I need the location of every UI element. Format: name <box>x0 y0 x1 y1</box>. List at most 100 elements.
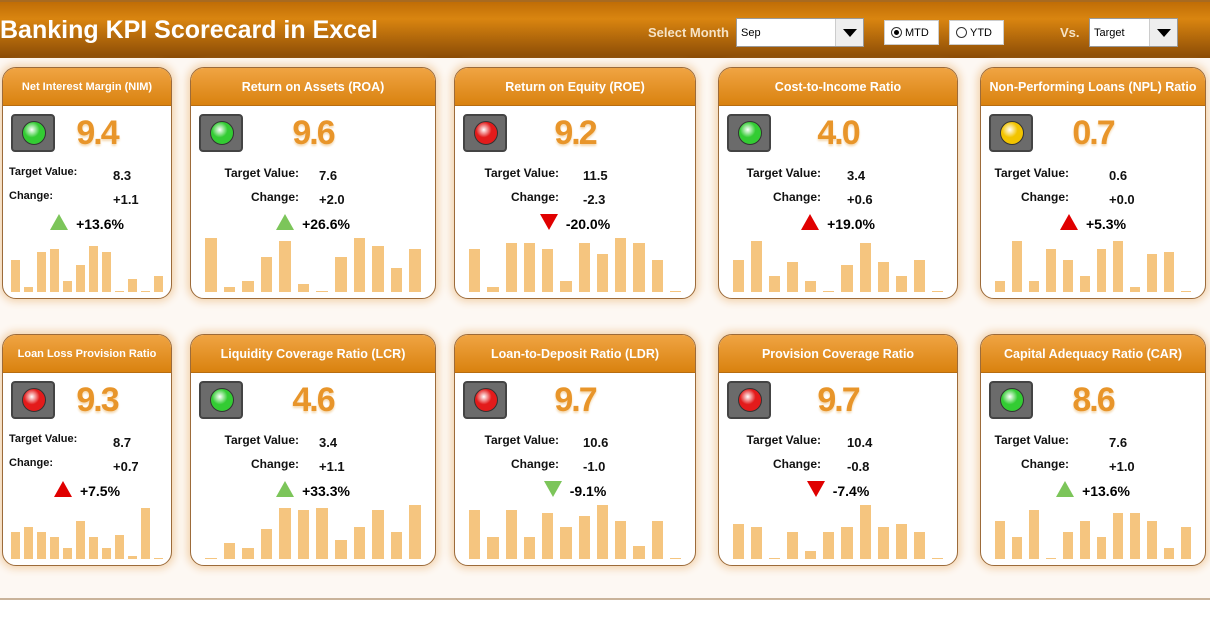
change-value: +0.7 <box>113 459 139 474</box>
trend-bar <box>469 248 481 292</box>
change-percent: +19.0% <box>827 216 875 232</box>
radio-selected-icon <box>891 27 902 38</box>
ytd-radio[interactable]: YTD <box>949 20 1004 45</box>
kpi-card: Net Interest Margin (NIM) 9.4 Target Val… <box>2 67 172 299</box>
kpi-card: Provision Coverage Ratio 9.7 Target Valu… <box>718 334 958 566</box>
vs-select[interactable]: Target <box>1089 18 1178 47</box>
kpi-card: Return on Equity (ROE) 9.2 Target Value:… <box>454 67 696 299</box>
trend-bar <box>335 540 347 559</box>
trend-bar <box>372 246 384 292</box>
trend-bar <box>633 545 645 559</box>
trend-bar <box>751 240 763 292</box>
change-label: Change: <box>511 457 559 471</box>
change-label: Change: <box>251 190 299 204</box>
trend-bar <box>409 248 421 292</box>
change-percent: -9.1% <box>569 483 607 499</box>
trend-chart <box>205 505 421 559</box>
arrow-up-icon <box>801 214 820 230</box>
change-value: +1.0 <box>1109 459 1135 474</box>
change-label: Change: <box>511 190 559 204</box>
trend-bar <box>223 286 236 292</box>
trend-bar <box>995 521 1005 559</box>
trend-bar <box>895 275 907 292</box>
trend-bar <box>913 259 925 292</box>
trend-bar <box>995 281 1005 292</box>
chevron-down-icon[interactable] <box>1149 19 1177 46</box>
change-value: +2.0 <box>319 192 345 207</box>
trend-bar <box>859 505 871 559</box>
change-percent: +33.3% <box>302 483 350 499</box>
trend-bar <box>787 262 799 292</box>
trend-bar <box>823 290 835 292</box>
trend-bar <box>1045 248 1056 292</box>
target-value: 10.4 <box>847 435 873 450</box>
target-value: 10.6 <box>583 435 609 450</box>
change-value: +1.1 <box>113 192 139 207</box>
trend-bar <box>316 290 329 292</box>
trend-bar <box>505 510 517 559</box>
trend-bar <box>841 526 853 559</box>
kpi-value: 9.3 <box>76 381 119 419</box>
trend-bar <box>1011 537 1022 559</box>
trend-bar <box>1096 248 1107 292</box>
trend-bar <box>50 537 59 559</box>
trend-bar <box>279 507 291 559</box>
trend-bar <box>596 505 608 559</box>
mtd-label: MTD <box>905 27 929 39</box>
trend-bar <box>1079 275 1090 292</box>
traffic-light-icon <box>463 381 507 419</box>
target-label: Target Value: <box>224 166 299 180</box>
traffic-light-icon <box>199 114 243 152</box>
month-select[interactable]: Sep <box>736 18 864 47</box>
trend-bar <box>633 243 645 292</box>
trend-bar <box>154 275 163 292</box>
change-percent: +13.6% <box>1082 483 1130 499</box>
mtd-radio[interactable]: MTD <box>884 20 939 45</box>
target-value: 3.4 <box>319 435 338 450</box>
trend-bar <box>63 281 72 292</box>
trend-bar <box>409 505 421 559</box>
trend-bar <box>669 557 681 559</box>
trend-chart <box>733 238 943 292</box>
arrow-up-icon <box>1056 481 1075 497</box>
trend-bar <box>769 275 781 292</box>
trend-bar <box>542 248 554 292</box>
trend-bar <box>651 259 663 292</box>
radio-unselected-icon <box>956 27 967 38</box>
arrow-down-icon <box>539 214 558 230</box>
kpi-value: 9.4 <box>76 114 119 152</box>
kpi-title: Non-Performing Loans (NPL) Ratio <box>981 68 1205 106</box>
trend-bar <box>11 259 20 292</box>
traffic-light-icon <box>199 381 243 419</box>
trend-bar <box>128 556 137 559</box>
trend-bar <box>469 510 481 559</box>
trend-bar <box>669 290 681 292</box>
trend-chart <box>469 238 681 292</box>
kpi-card: Non-Performing Loans (NPL) Ratio 0.7 Tar… <box>980 67 1206 299</box>
kpi-value: 9.7 <box>554 381 597 419</box>
trend-bar <box>841 265 853 292</box>
trend-bar <box>505 243 517 292</box>
change-value: -0.8 <box>847 459 870 474</box>
kpi-card: Capital Adequacy Ratio (CAR) 8.6 Target … <box>980 334 1206 566</box>
trend-bar <box>279 240 291 292</box>
target-label: Target Value: <box>9 166 78 178</box>
trend-bar <box>316 507 329 559</box>
trend-bar <box>751 526 763 559</box>
trend-bar <box>651 521 663 559</box>
traffic-light-icon <box>727 114 771 152</box>
kpi-title: Cost-to-Income Ratio <box>719 68 957 106</box>
trend-bar <box>523 537 535 559</box>
trend-bar <box>102 548 111 559</box>
kpi-card: Loan-to-Deposit Ratio (LDR) 9.7 Target V… <box>454 334 696 566</box>
trend-bar <box>353 526 366 559</box>
arrow-up-icon <box>276 214 295 230</box>
trend-bar <box>487 286 499 292</box>
chevron-down-icon[interactable] <box>835 19 863 46</box>
trend-bar <box>596 254 608 292</box>
change-value: -1.0 <box>583 459 606 474</box>
trend-bar <box>260 529 273 559</box>
trend-bar <box>89 537 98 559</box>
change-label: Change: <box>9 190 53 202</box>
trend-bar <box>487 537 499 559</box>
